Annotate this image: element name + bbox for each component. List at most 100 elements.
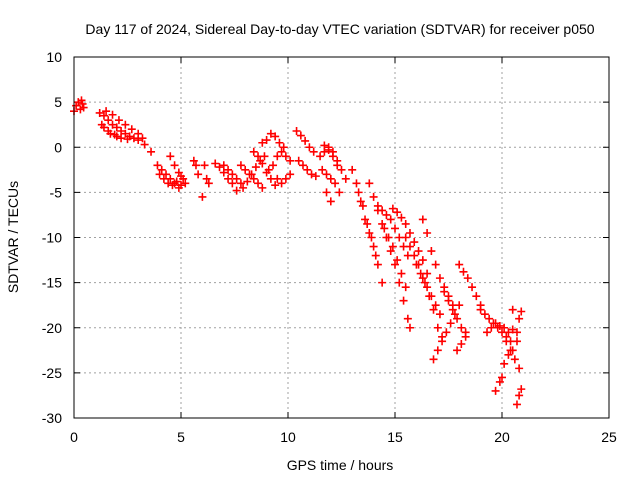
data-point <box>410 238 419 247</box>
data-point <box>309 147 318 156</box>
data-point <box>438 337 447 346</box>
data-point <box>99 123 108 132</box>
data-point <box>515 364 524 373</box>
data-point <box>455 260 464 269</box>
data-point <box>166 152 175 161</box>
data-point <box>356 197 365 206</box>
data-point <box>446 319 455 328</box>
y-tick-label: 5 <box>54 94 62 110</box>
data-point <box>500 323 509 332</box>
data-point <box>373 201 382 210</box>
data-point <box>495 377 504 386</box>
data-point <box>99 111 108 120</box>
data-point <box>155 170 164 179</box>
data-point <box>373 260 382 269</box>
data-point <box>228 179 237 188</box>
data-point <box>423 228 432 237</box>
data-point <box>200 161 209 170</box>
data-point <box>504 350 513 359</box>
data-point <box>236 179 245 188</box>
x-tick-label: 25 <box>601 429 617 445</box>
data-point <box>266 129 275 138</box>
data-point <box>378 219 387 228</box>
data-point <box>433 346 442 355</box>
data-point <box>510 355 519 364</box>
data-point <box>138 134 147 143</box>
y-tick-label: -25 <box>42 365 62 381</box>
data-point <box>333 161 342 170</box>
data-point <box>303 165 312 174</box>
data-point <box>517 307 526 316</box>
y-tick-label: -5 <box>50 184 63 200</box>
data-point <box>281 152 290 161</box>
series-mid-15 <box>388 204 457 341</box>
data-point <box>104 116 113 125</box>
data-point <box>335 188 344 197</box>
data-point <box>294 156 303 165</box>
data-point <box>179 174 188 183</box>
data-point <box>269 161 278 170</box>
data-point <box>316 152 325 161</box>
data-point <box>262 136 271 145</box>
data-point <box>435 310 444 319</box>
data-point <box>457 339 466 348</box>
data-point <box>224 174 233 183</box>
data-point <box>429 355 438 364</box>
data-point <box>448 305 457 314</box>
data-point <box>123 135 132 144</box>
data-point <box>174 168 183 177</box>
data-point <box>286 156 295 165</box>
x-tick-label: 5 <box>177 429 185 445</box>
data-point <box>512 337 521 346</box>
data-point <box>354 188 363 197</box>
data-point <box>365 179 374 188</box>
data-point <box>495 321 504 330</box>
data-point <box>457 323 466 332</box>
data-point <box>461 328 470 337</box>
data-point <box>194 170 203 179</box>
data-point <box>442 328 451 337</box>
data-point <box>418 256 427 265</box>
data-point <box>418 215 427 224</box>
data-point <box>401 233 410 242</box>
data-point <box>153 161 162 170</box>
data-point <box>320 141 329 150</box>
data-point <box>382 210 391 219</box>
data-point <box>292 127 301 136</box>
data-point <box>219 168 228 177</box>
data-point <box>232 174 241 183</box>
data-point <box>485 314 494 323</box>
data-point <box>378 206 387 215</box>
data-point <box>117 134 126 143</box>
data-point <box>487 323 496 332</box>
data-point <box>277 147 286 156</box>
data-point <box>388 242 397 251</box>
data-point <box>102 107 111 116</box>
y-tick-label: -15 <box>42 275 62 291</box>
data-point <box>517 385 526 394</box>
data-point <box>403 314 412 323</box>
data-point <box>79 103 88 112</box>
data-point <box>114 116 123 125</box>
data-point <box>121 129 130 138</box>
data-point <box>239 183 248 192</box>
data-point <box>301 136 310 145</box>
data-point <box>515 391 524 400</box>
data-point <box>108 110 117 119</box>
data-point <box>204 179 213 188</box>
data-point <box>361 215 370 224</box>
data-point <box>298 161 307 170</box>
data-point <box>305 143 314 152</box>
data-point <box>483 328 492 337</box>
data-point <box>106 129 115 138</box>
data-point <box>127 125 136 134</box>
grid <box>74 57 609 418</box>
data-point <box>393 256 402 265</box>
data-point <box>348 165 357 174</box>
data-point <box>140 140 149 149</box>
data-point <box>367 233 376 242</box>
data-point <box>386 215 395 224</box>
x-tick-labels: 0 5 10 15 20 25 <box>70 429 617 445</box>
data-point <box>414 247 423 256</box>
